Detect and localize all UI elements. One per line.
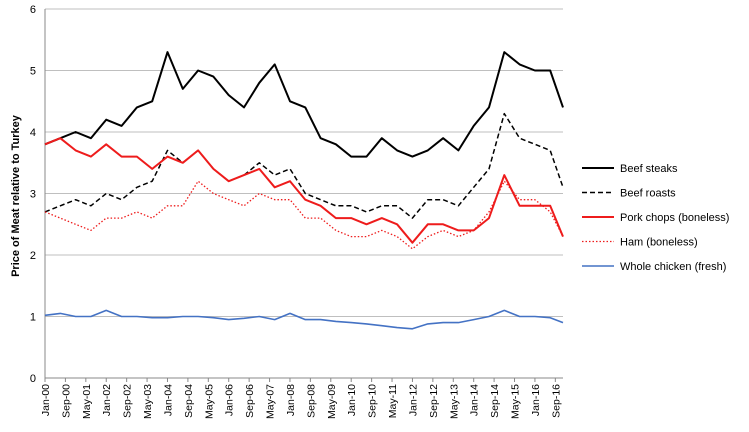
x-tick-label: May-05 bbox=[203, 384, 215, 419]
legend-label: Beef steaks bbox=[620, 163, 678, 175]
x-tick-label: May-07 bbox=[265, 384, 277, 419]
x-tick-label: Jan-16 bbox=[530, 384, 542, 416]
series-line-beef-roasts bbox=[44, 112, 564, 219]
x-tick-label: May-15 bbox=[510, 384, 522, 419]
series-lines bbox=[44, 51, 564, 330]
y-tick-label: 0 bbox=[30, 373, 36, 385]
legend-label: Ham (boneless) bbox=[620, 237, 698, 249]
gridlines bbox=[45, 8, 563, 317]
x-tick-label: Sep-02 bbox=[122, 384, 134, 418]
x-tick-label: Sep-00 bbox=[60, 384, 72, 418]
y-axis-ticks: 0 1 2 3 4 5 6 bbox=[30, 4, 36, 385]
x-tick-label: Sep-10 bbox=[367, 384, 379, 418]
x-tick-label: May-09 bbox=[326, 384, 338, 419]
series-line-pork-chops-boneless bbox=[44, 137, 564, 244]
x-tick-label: Sep-16 bbox=[550, 384, 562, 418]
x-tick-label: Jan-06 bbox=[224, 384, 236, 416]
y-tick-label: 6 bbox=[30, 4, 36, 16]
y-tick-label: 4 bbox=[30, 127, 36, 139]
x-tick-label: Jan-08 bbox=[285, 384, 297, 416]
x-tick-label: May-13 bbox=[448, 384, 460, 419]
y-tick-label: 2 bbox=[30, 250, 36, 262]
series-line-beef-steaks bbox=[44, 51, 564, 158]
x-tick-label: May-03 bbox=[142, 384, 154, 419]
series-line-ham-boneless bbox=[44, 180, 564, 250]
x-tick-label: Sep-04 bbox=[183, 384, 195, 418]
x-tick-label: Jan-02 bbox=[101, 384, 113, 416]
x-tick-label: Jan-00 bbox=[40, 384, 52, 416]
legend-label: Whole chicken (fresh) bbox=[620, 261, 726, 273]
y-tick-label: 1 bbox=[30, 312, 36, 324]
x-tick-label: Jan-10 bbox=[346, 384, 358, 416]
x-axis-ticks: Jan-00 Sep-00 May-01 Jan-02 Sep-02 May-03 Jan-… bbox=[40, 378, 562, 419]
axes bbox=[44, 9, 563, 379]
x-tick-label: May-11 bbox=[387, 384, 399, 418]
x-tick-label: Sep-08 bbox=[305, 384, 317, 418]
x-tick-label: Sep-06 bbox=[244, 384, 256, 418]
x-tick-label: Sep-12 bbox=[428, 384, 440, 418]
x-tick-label: Jan-04 bbox=[162, 384, 174, 416]
legend: Beef steaks Beef roasts Pork chops (bonele… bbox=[582, 163, 729, 273]
series-line-whole-chicken-fresh bbox=[44, 309, 564, 330]
y-tick-label: 3 bbox=[30, 189, 36, 201]
y-axis-label: Price of Meat relative to Turkey bbox=[10, 114, 22, 277]
x-tick-label: Jan-14 bbox=[469, 384, 481, 416]
y-tick-label: 5 bbox=[30, 66, 36, 78]
legend-label: Beef roasts bbox=[620, 188, 676, 200]
x-tick-label: May-01 bbox=[81, 384, 93, 419]
legend-label: Pork chops (boneless) bbox=[620, 212, 729, 224]
x-tick-label: Jan-12 bbox=[407, 384, 419, 416]
x-tick-label: Sep-14 bbox=[489, 384, 501, 418]
